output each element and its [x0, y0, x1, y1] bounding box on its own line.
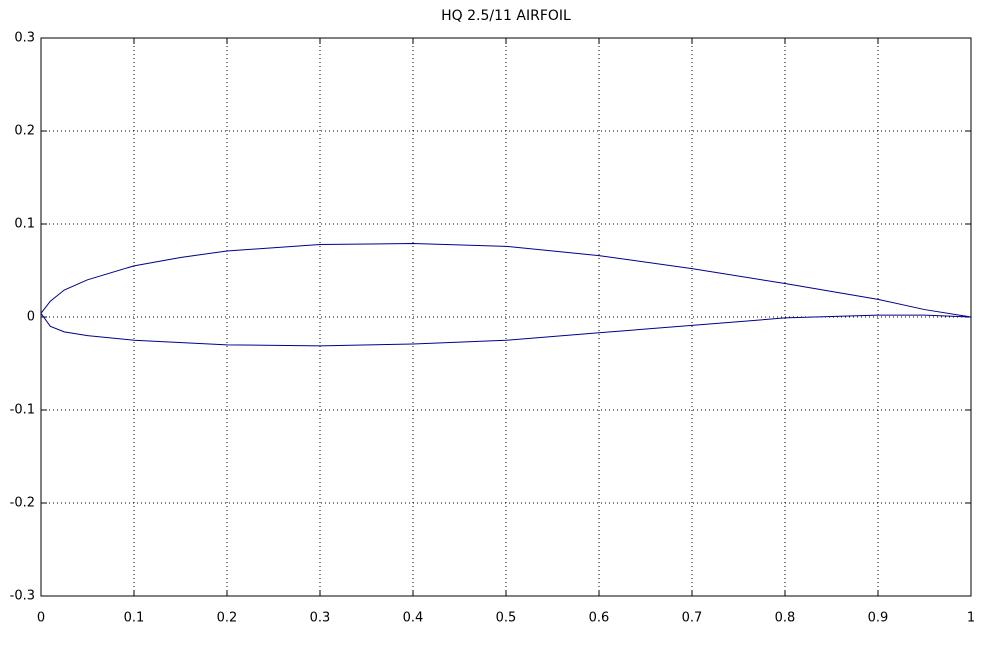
y-tick-label: 0 [27, 310, 35, 325]
x-tick-label: 0.2 [217, 611, 238, 626]
x-tick-label: 0.8 [775, 611, 796, 626]
x-tick-label: 0.3 [310, 611, 331, 626]
x-tick-label: 0.7 [682, 611, 703, 626]
x-tick-label: 0.9 [868, 611, 889, 626]
y-tick-label: -0.3 [10, 589, 35, 604]
x-tick-label: 1 [967, 611, 975, 626]
x-tick-label: 0.6 [589, 611, 610, 626]
airfoil-line [40, 243, 972, 347]
y-tick-label: 0.2 [14, 124, 35, 139]
x-tick-label: 0.1 [124, 611, 145, 626]
chart-title: HQ 2.5/11 AIRFOIL [441, 8, 571, 24]
y-tick-label: 0.3 [14, 31, 35, 46]
x-tick-label: 0.5 [496, 611, 517, 626]
x-tick-label: 0.4 [403, 611, 424, 626]
x-tick-label: 0 [37, 611, 45, 626]
y-tick-label: -0.2 [10, 496, 35, 511]
y-tick-label: -0.1 [10, 403, 35, 418]
y-tick-label: 0.1 [14, 217, 35, 232]
